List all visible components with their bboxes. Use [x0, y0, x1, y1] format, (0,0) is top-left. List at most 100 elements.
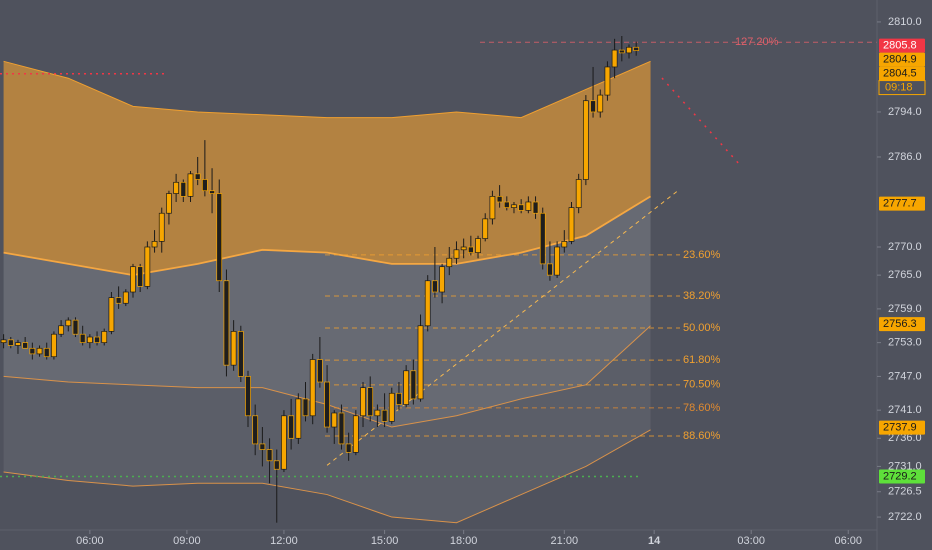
x-tick-label: 03:00 [737, 535, 765, 547]
band-line [3, 429, 651, 524]
candle-body [582, 100, 589, 180]
candle-body [417, 325, 424, 400]
x-tick-label: 21:00 [551, 535, 579, 547]
candle-body [86, 336, 93, 343]
candle-body [590, 100, 596, 113]
candle-body [410, 370, 417, 400]
candle-body [72, 319, 79, 335]
candle-body [108, 297, 115, 332]
candle-body [194, 173, 201, 180]
plot: 127.20% 23.60% 38.20% 50.00% 61.80% 70.50% 78.… [0, 36, 877, 524]
candle-body [396, 392, 402, 405]
candle-body [604, 66, 611, 96]
candle-body [15, 342, 21, 346]
price-label: 2777.7 [883, 198, 917, 210]
candle-body [122, 291, 129, 304]
candle-body [460, 246, 467, 251]
y-tick-label: 2753.0 [888, 337, 922, 349]
x-tick-label: 14 [648, 535, 661, 547]
candle-body [388, 392, 395, 422]
y-tick-label: 2794.0 [888, 106, 922, 118]
price-label-bg [879, 66, 925, 81]
y-tick-label: 2736.0 [888, 432, 922, 444]
candle-body [223, 280, 230, 366]
candle-body [331, 412, 338, 428]
candle-body [432, 280, 438, 293]
candle-body [101, 331, 108, 343]
candle-body [43, 347, 50, 358]
x-tick-label: 15:00 [371, 535, 399, 547]
candle-body [568, 207, 575, 242]
candle-body [611, 49, 618, 68]
price-label: 2804.5 [883, 67, 917, 79]
price-label: 2729.2 [883, 470, 917, 482]
candle-body [309, 359, 316, 417]
candle-body [230, 331, 237, 366]
y-tick-label: 2731.0 [888, 460, 922, 472]
price-label-bg [879, 469, 925, 484]
price-label-bg [879, 196, 925, 211]
price-label: 2737.9 [883, 422, 917, 434]
candle-body [115, 297, 122, 304]
fib-label: 78.60% [683, 402, 721, 414]
candle-body [338, 412, 345, 445]
candle-body [403, 370, 410, 405]
fib-label: 88.60% [683, 430, 721, 442]
candle-body [367, 387, 374, 417]
y-tick-label: 2786.0 [888, 151, 922, 163]
candle-body [144, 246, 151, 287]
x-tick-label: 09:00 [173, 535, 201, 547]
price-label: 2804.9 [883, 53, 917, 65]
candle-body [36, 347, 43, 355]
candle-body [202, 179, 208, 192]
candle-body [187, 173, 194, 197]
y-tick-label: 2770.0 [888, 241, 922, 253]
candle-body [0, 339, 7, 343]
candle-body [295, 398, 302, 439]
candle-body [130, 266, 136, 293]
candle-body [173, 181, 179, 194]
y-tick-label: 2741.0 [888, 404, 922, 416]
y-tick-label: 2722.0 [888, 511, 922, 523]
y-tick-label: 2759.0 [888, 303, 922, 315]
y-tick-label: 2765.0 [888, 269, 922, 281]
candle-body [180, 181, 187, 197]
price-label-bg [879, 38, 925, 53]
candle-body [475, 238, 481, 253]
fib-label: 127.20% [735, 36, 779, 48]
candle-body [597, 94, 604, 113]
x-tick-label: 12:00 [270, 535, 298, 547]
candle-body [360, 387, 366, 417]
candle-body [209, 190, 215, 194]
candle-body [575, 179, 582, 208]
candle-body [245, 376, 251, 417]
x-tick-label: 06:00 [76, 535, 104, 547]
candle-body [618, 49, 625, 54]
fib-label: 70.50% [683, 379, 721, 391]
candle-body [446, 257, 453, 268]
price-label-bg [879, 52, 925, 67]
band-area [3, 196, 651, 523]
projection [661, 77, 741, 166]
candle-body [453, 249, 460, 259]
candle-body [345, 443, 352, 453]
candle-body [281, 415, 287, 470]
candle-body [482, 218, 489, 239]
x-tick-label: 06:00 [834, 535, 862, 547]
candle-body [503, 201, 510, 208]
candle-body [65, 319, 72, 327]
candle-body [532, 201, 539, 214]
candle-body [561, 241, 568, 248]
candle-body [518, 204, 525, 211]
candle-body [381, 409, 388, 422]
fib-label: 50.00% [683, 322, 721, 334]
fib-label: 61.80% [683, 354, 721, 366]
candle-body [79, 333, 86, 343]
candle-body [489, 196, 496, 220]
candle-body [266, 449, 273, 462]
candle-body [58, 325, 64, 335]
candle-body [94, 336, 100, 343]
fib-label: 23.60% [683, 249, 721, 261]
candle-body [237, 331, 244, 377]
